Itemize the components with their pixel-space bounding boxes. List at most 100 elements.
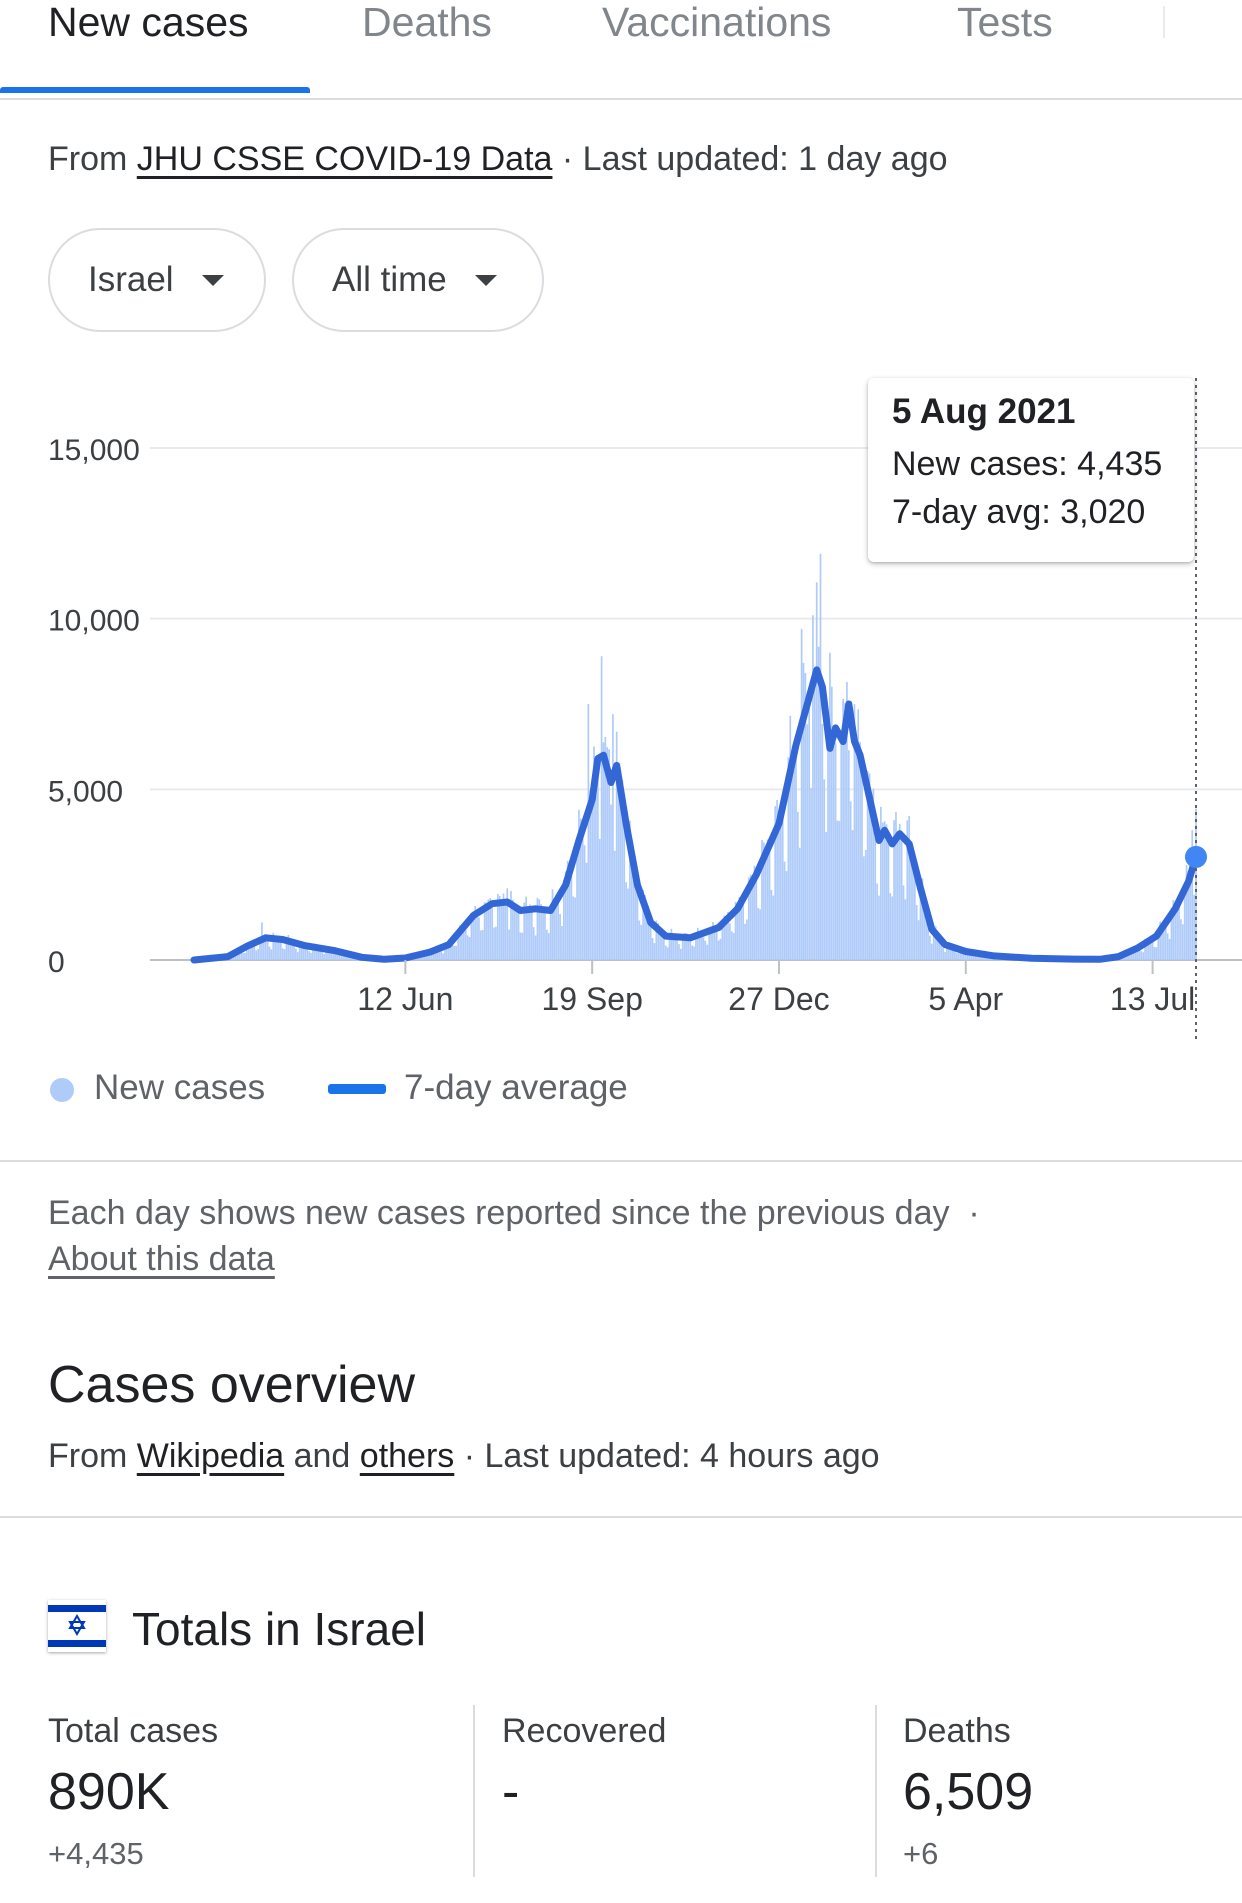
new-cases-bar bbox=[891, 896, 894, 960]
new-cases-bar bbox=[863, 856, 865, 960]
new-cases-bar bbox=[864, 849, 867, 960]
new-cases-bar bbox=[834, 742, 837, 960]
wikipedia-link[interactable]: Wikipedia bbox=[136, 1437, 285, 1475]
new-cases-bar bbox=[481, 930, 484, 960]
new-cases-bar bbox=[538, 899, 541, 960]
new-cases-bar bbox=[498, 895, 501, 960]
new-cases-chart[interactable]: 0 5,000 10,000 15,000 12 Jun 19 Sep 27 Dec 5 A… bbox=[0, 370, 1242, 1070]
dropdown-caret-icon bbox=[201, 274, 224, 286]
new-cases-bar bbox=[761, 840, 763, 960]
new-cases-bar bbox=[723, 915, 726, 960]
new-cases-bar bbox=[629, 820, 631, 960]
new-cases-bar bbox=[444, 944, 446, 960]
new-cases-bar bbox=[830, 686, 833, 960]
new-cases-bar bbox=[563, 879, 565, 960]
new-cases-bar bbox=[695, 936, 697, 960]
new-cases-bar bbox=[763, 842, 765, 960]
new-cases-bar bbox=[755, 878, 758, 960]
new-cases-bar bbox=[459, 925, 461, 960]
new-cases-bar bbox=[772, 895, 775, 960]
new-cases-bar bbox=[504, 905, 507, 960]
new-cases-bar bbox=[479, 930, 482, 960]
new-cases-bar bbox=[619, 771, 622, 960]
new-cases-bar bbox=[1159, 921, 1161, 960]
new-cases-bar bbox=[602, 742, 605, 960]
new-cases-bar bbox=[727, 911, 729, 960]
new-cases-bar bbox=[800, 628, 803, 960]
new-cases-bar bbox=[1191, 830, 1194, 960]
new-cases-bar bbox=[1168, 939, 1171, 960]
new-cases-bar bbox=[908, 815, 911, 960]
new-cases-bar bbox=[698, 931, 701, 960]
new-cases-bar bbox=[264, 934, 267, 960]
new-cases-bar bbox=[457, 933, 460, 960]
about-this-data-link[interactable]: About this data bbox=[48, 1240, 275, 1278]
new-cases-bar bbox=[240, 950, 243, 960]
new-cases-bar bbox=[815, 582, 818, 960]
tab-tests[interactable]: Tests bbox=[957, 0, 1053, 45]
new-cases-bar bbox=[306, 945, 309, 960]
new-cases-bar bbox=[447, 941, 450, 960]
new-cases-bar bbox=[915, 904, 918, 960]
new-cases-bar bbox=[489, 898, 492, 960]
new-cases-bar bbox=[753, 865, 756, 960]
cases-overview-title: Cases overview bbox=[48, 1356, 416, 1414]
stat-divider bbox=[473, 1705, 475, 1877]
new-cases-bar bbox=[887, 833, 890, 960]
new-cases-bar bbox=[510, 890, 512, 960]
new-cases-bar bbox=[495, 926, 497, 960]
new-cases-bar bbox=[474, 906, 477, 960]
new-cases-bar bbox=[717, 940, 720, 960]
new-cases-bar bbox=[940, 942, 943, 960]
tab-divider bbox=[1163, 6, 1165, 38]
new-cases-bar bbox=[1181, 924, 1184, 960]
new-cases-bar bbox=[332, 951, 335, 960]
new-cases-bar bbox=[500, 900, 503, 960]
new-cases-bar bbox=[321, 952, 324, 960]
new-cases-bar bbox=[866, 771, 869, 960]
new-cases-bar bbox=[566, 860, 569, 960]
time-range-dropdown[interactable]: All time bbox=[292, 228, 544, 332]
new-cases-bar bbox=[913, 864, 916, 960]
new-cases-bar bbox=[555, 899, 558, 960]
others-link[interactable]: others bbox=[359, 1437, 455, 1475]
tab-new-cases[interactable]: New cases bbox=[48, 0, 249, 45]
new-cases-bar bbox=[519, 932, 522, 960]
new-cases-bar bbox=[272, 932, 275, 960]
new-cases-bar bbox=[1189, 876, 1192, 960]
jhu-data-link[interactable]: JHU CSSE COVID-19 Data bbox=[136, 140, 553, 178]
new-cases-bar bbox=[672, 936, 675, 960]
new-cases-bar bbox=[289, 942, 292, 960]
new-cases-bar bbox=[245, 943, 248, 960]
y-tick-label: 10,000 bbox=[48, 605, 140, 638]
new-cases-bar bbox=[338, 951, 341, 960]
new-cases-bar bbox=[442, 953, 444, 960]
new-cases-bar bbox=[759, 909, 761, 960]
new-cases-bar bbox=[476, 909, 478, 960]
new-cases-bar bbox=[300, 941, 303, 960]
new-cases-bar bbox=[1153, 946, 1156, 960]
new-cases-bar bbox=[585, 862, 588, 960]
new-cases-bar bbox=[781, 799, 784, 960]
data-note-text: Each day shows new cases reported since … bbox=[48, 1194, 950, 1232]
total-cases-value: 890K bbox=[48, 1763, 170, 1821]
tab-vaccinations[interactable]: Vaccinations bbox=[602, 0, 832, 45]
new-cases-bar bbox=[795, 749, 797, 960]
new-cases-bar bbox=[295, 948, 297, 960]
new-cases-bar bbox=[713, 929, 716, 960]
tab-deaths[interactable]: Deaths bbox=[362, 0, 492, 45]
new-cases-bar bbox=[704, 940, 707, 960]
new-cases-bar bbox=[868, 773, 871, 960]
new-cases-bar bbox=[244, 952, 246, 960]
new-cases-bar bbox=[1187, 871, 1190, 960]
location-dropdown[interactable]: Israel bbox=[48, 228, 266, 332]
new-cases-bar bbox=[540, 904, 543, 960]
new-cases-bar bbox=[281, 948, 284, 960]
new-cases-bar bbox=[521, 932, 524, 960]
new-cases-bar bbox=[847, 750, 850, 960]
new-cases-bar bbox=[632, 860, 635, 960]
new-cases-bar bbox=[725, 915, 727, 960]
new-cases-bar bbox=[838, 821, 841, 960]
new-cases-bar bbox=[615, 731, 618, 960]
new-cases-bar bbox=[583, 845, 586, 960]
